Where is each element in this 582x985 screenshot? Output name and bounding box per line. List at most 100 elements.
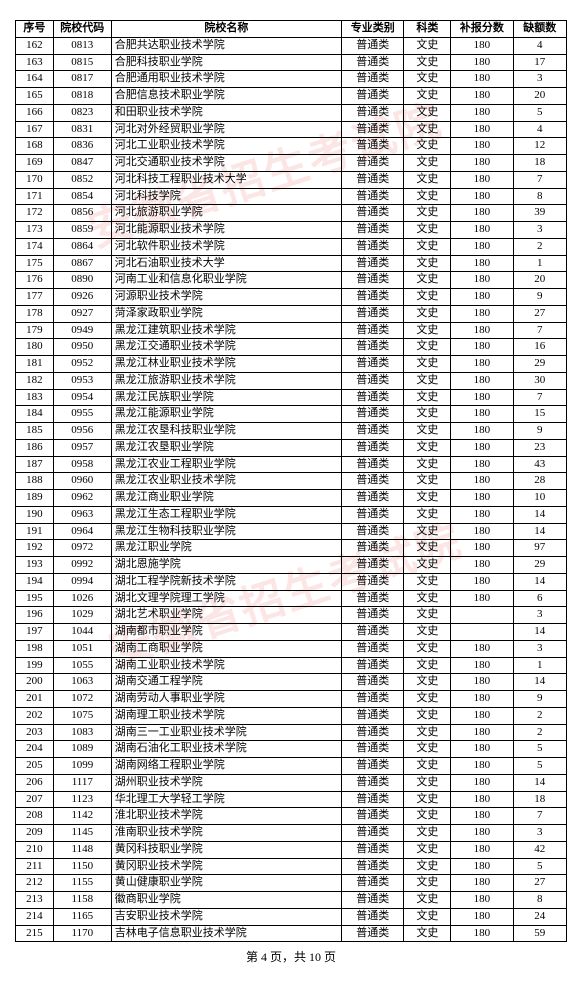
cell: 文史 (404, 607, 451, 624)
cell: 湖北文理学院理工学院 (111, 590, 341, 607)
cell: 0954 (53, 389, 111, 406)
cell: 文史 (404, 841, 451, 858)
cell: 0955 (53, 406, 111, 423)
cell: 普通类 (342, 573, 404, 590)
cell: 文史 (404, 707, 451, 724)
cell: 普通类 (342, 540, 404, 557)
cell: 文史 (404, 724, 451, 741)
cell: 普通类 (342, 791, 404, 808)
cell: 7 (513, 808, 566, 825)
table-row: 2001063湖南交通工程学院普通类文史18014 (16, 674, 567, 691)
cell: 0957 (53, 439, 111, 456)
cell: 180 (451, 322, 513, 339)
cell: 普通类 (342, 724, 404, 741)
table-row: 1730859河北能源职业技术学院普通类文史1803 (16, 222, 567, 239)
col-seq: 序号 (16, 21, 54, 38)
cell: 180 (451, 255, 513, 272)
table-row: 1790949黑龙江建筑职业技术学院普通类文史1807 (16, 322, 567, 339)
cell: 1 (513, 657, 566, 674)
cell: 180 (451, 389, 513, 406)
cell: 196 (16, 607, 54, 624)
cell: 普通类 (342, 808, 404, 825)
cell: 黑龙江职业学院 (111, 540, 341, 557)
table-row: 1680836河北工业职业技术学院普通类文史18012 (16, 138, 567, 155)
cell: 0817 (53, 71, 111, 88)
table-row: 1640817合肥通用职业技术学院普通类文史1803 (16, 71, 567, 88)
cell: 0836 (53, 138, 111, 155)
cell: 普通类 (342, 238, 404, 255)
cell: 普通类 (342, 640, 404, 657)
cell: 169 (16, 155, 54, 172)
cell: 文史 (404, 473, 451, 490)
table-row: 1930992湖北恩施学院普通类文史18029 (16, 557, 567, 574)
cell: 文史 (404, 339, 451, 356)
cell: 吉安职业技术学院 (111, 908, 341, 925)
cell: 14 (513, 624, 566, 641)
cell: 180 (451, 640, 513, 657)
cell: 合肥科技职业学院 (111, 54, 341, 71)
cell: 213 (16, 892, 54, 909)
table-row: 2101148黄冈科技职业学院普通类文史18042 (16, 841, 567, 858)
cell: 0960 (53, 473, 111, 490)
cell: 黑龙江农业工程职业学院 (111, 456, 341, 473)
table-row: 1780927菏泽家政职业学院普通类文史18027 (16, 305, 567, 322)
table-row: 1750867河北石油职业技术大学普通类文史1801 (16, 255, 567, 272)
cell: 180 (451, 825, 513, 842)
cell: 河北对外经贸职业学院 (111, 121, 341, 138)
table-row: 2141165吉安职业技术学院普通类文史18024 (16, 908, 567, 925)
cell: 文史 (404, 423, 451, 440)
table-row: 1850956黑龙江农垦科技职业学院普通类文史1809 (16, 423, 567, 440)
cell: 5 (513, 104, 566, 121)
cell: 1051 (53, 640, 111, 657)
cell: 199 (16, 657, 54, 674)
cell: 2 (513, 724, 566, 741)
cell: 208 (16, 808, 54, 825)
table-row: 2051099湖南网络工程职业学院普通类文史1805 (16, 758, 567, 775)
cell: 9 (513, 289, 566, 306)
cell: 文史 (404, 506, 451, 523)
cell: 39 (513, 205, 566, 222)
cell: 文史 (404, 808, 451, 825)
table-row: 2131158徽商职业学院普通类文史1808 (16, 892, 567, 909)
cell: 河北交通职业技术学院 (111, 155, 341, 172)
cell: 202 (16, 707, 54, 724)
cell: 172 (16, 205, 54, 222)
cell: 普通类 (342, 423, 404, 440)
table-row: 2151170吉林电子信息职业技术学院普通类文史18059 (16, 925, 567, 942)
cell: 1044 (53, 624, 111, 641)
cell: 文史 (404, 758, 451, 775)
cell: 23 (513, 439, 566, 456)
cell: 201 (16, 691, 54, 708)
cell: 180 (451, 71, 513, 88)
table-row: 1810952黑龙江林业职业技术学院普通类文史18029 (16, 356, 567, 373)
cell: 203 (16, 724, 54, 741)
cell: 212 (16, 875, 54, 892)
cell: 0859 (53, 222, 111, 239)
cell: 徽商职业学院 (111, 892, 341, 909)
table-row: 1920972黑龙江职业学院普通类文史18097 (16, 540, 567, 557)
cell: 3 (513, 222, 566, 239)
cell: 180 (451, 506, 513, 523)
cell: 湖南工商职业学院 (111, 640, 341, 657)
cell: 黄冈科技职业学院 (111, 841, 341, 858)
cell: 文史 (404, 640, 451, 657)
cell: 200 (16, 674, 54, 691)
cell: 文史 (404, 155, 451, 172)
cell: 淮南职业技术学院 (111, 825, 341, 842)
cell: 黑龙江林业职业技术学院 (111, 356, 341, 373)
cell: 文史 (404, 439, 451, 456)
cell: 文史 (404, 523, 451, 540)
cell: 195 (16, 590, 54, 607)
cell: 文史 (404, 104, 451, 121)
cell: 文史 (404, 406, 451, 423)
cell: 0949 (53, 322, 111, 339)
cell: 180 (451, 741, 513, 758)
cell: 1029 (53, 607, 111, 624)
table-row: 1880960黑龙江农业职业技术学院普通类文史18028 (16, 473, 567, 490)
cell: 42 (513, 841, 566, 858)
cell: 文史 (404, 774, 451, 791)
cell: 204 (16, 741, 54, 758)
header-row: 序号 院校代码 院校名称 专业类别 科类 补报分数 缺额数 (16, 21, 567, 38)
cell: 180 (451, 875, 513, 892)
cell: 192 (16, 540, 54, 557)
